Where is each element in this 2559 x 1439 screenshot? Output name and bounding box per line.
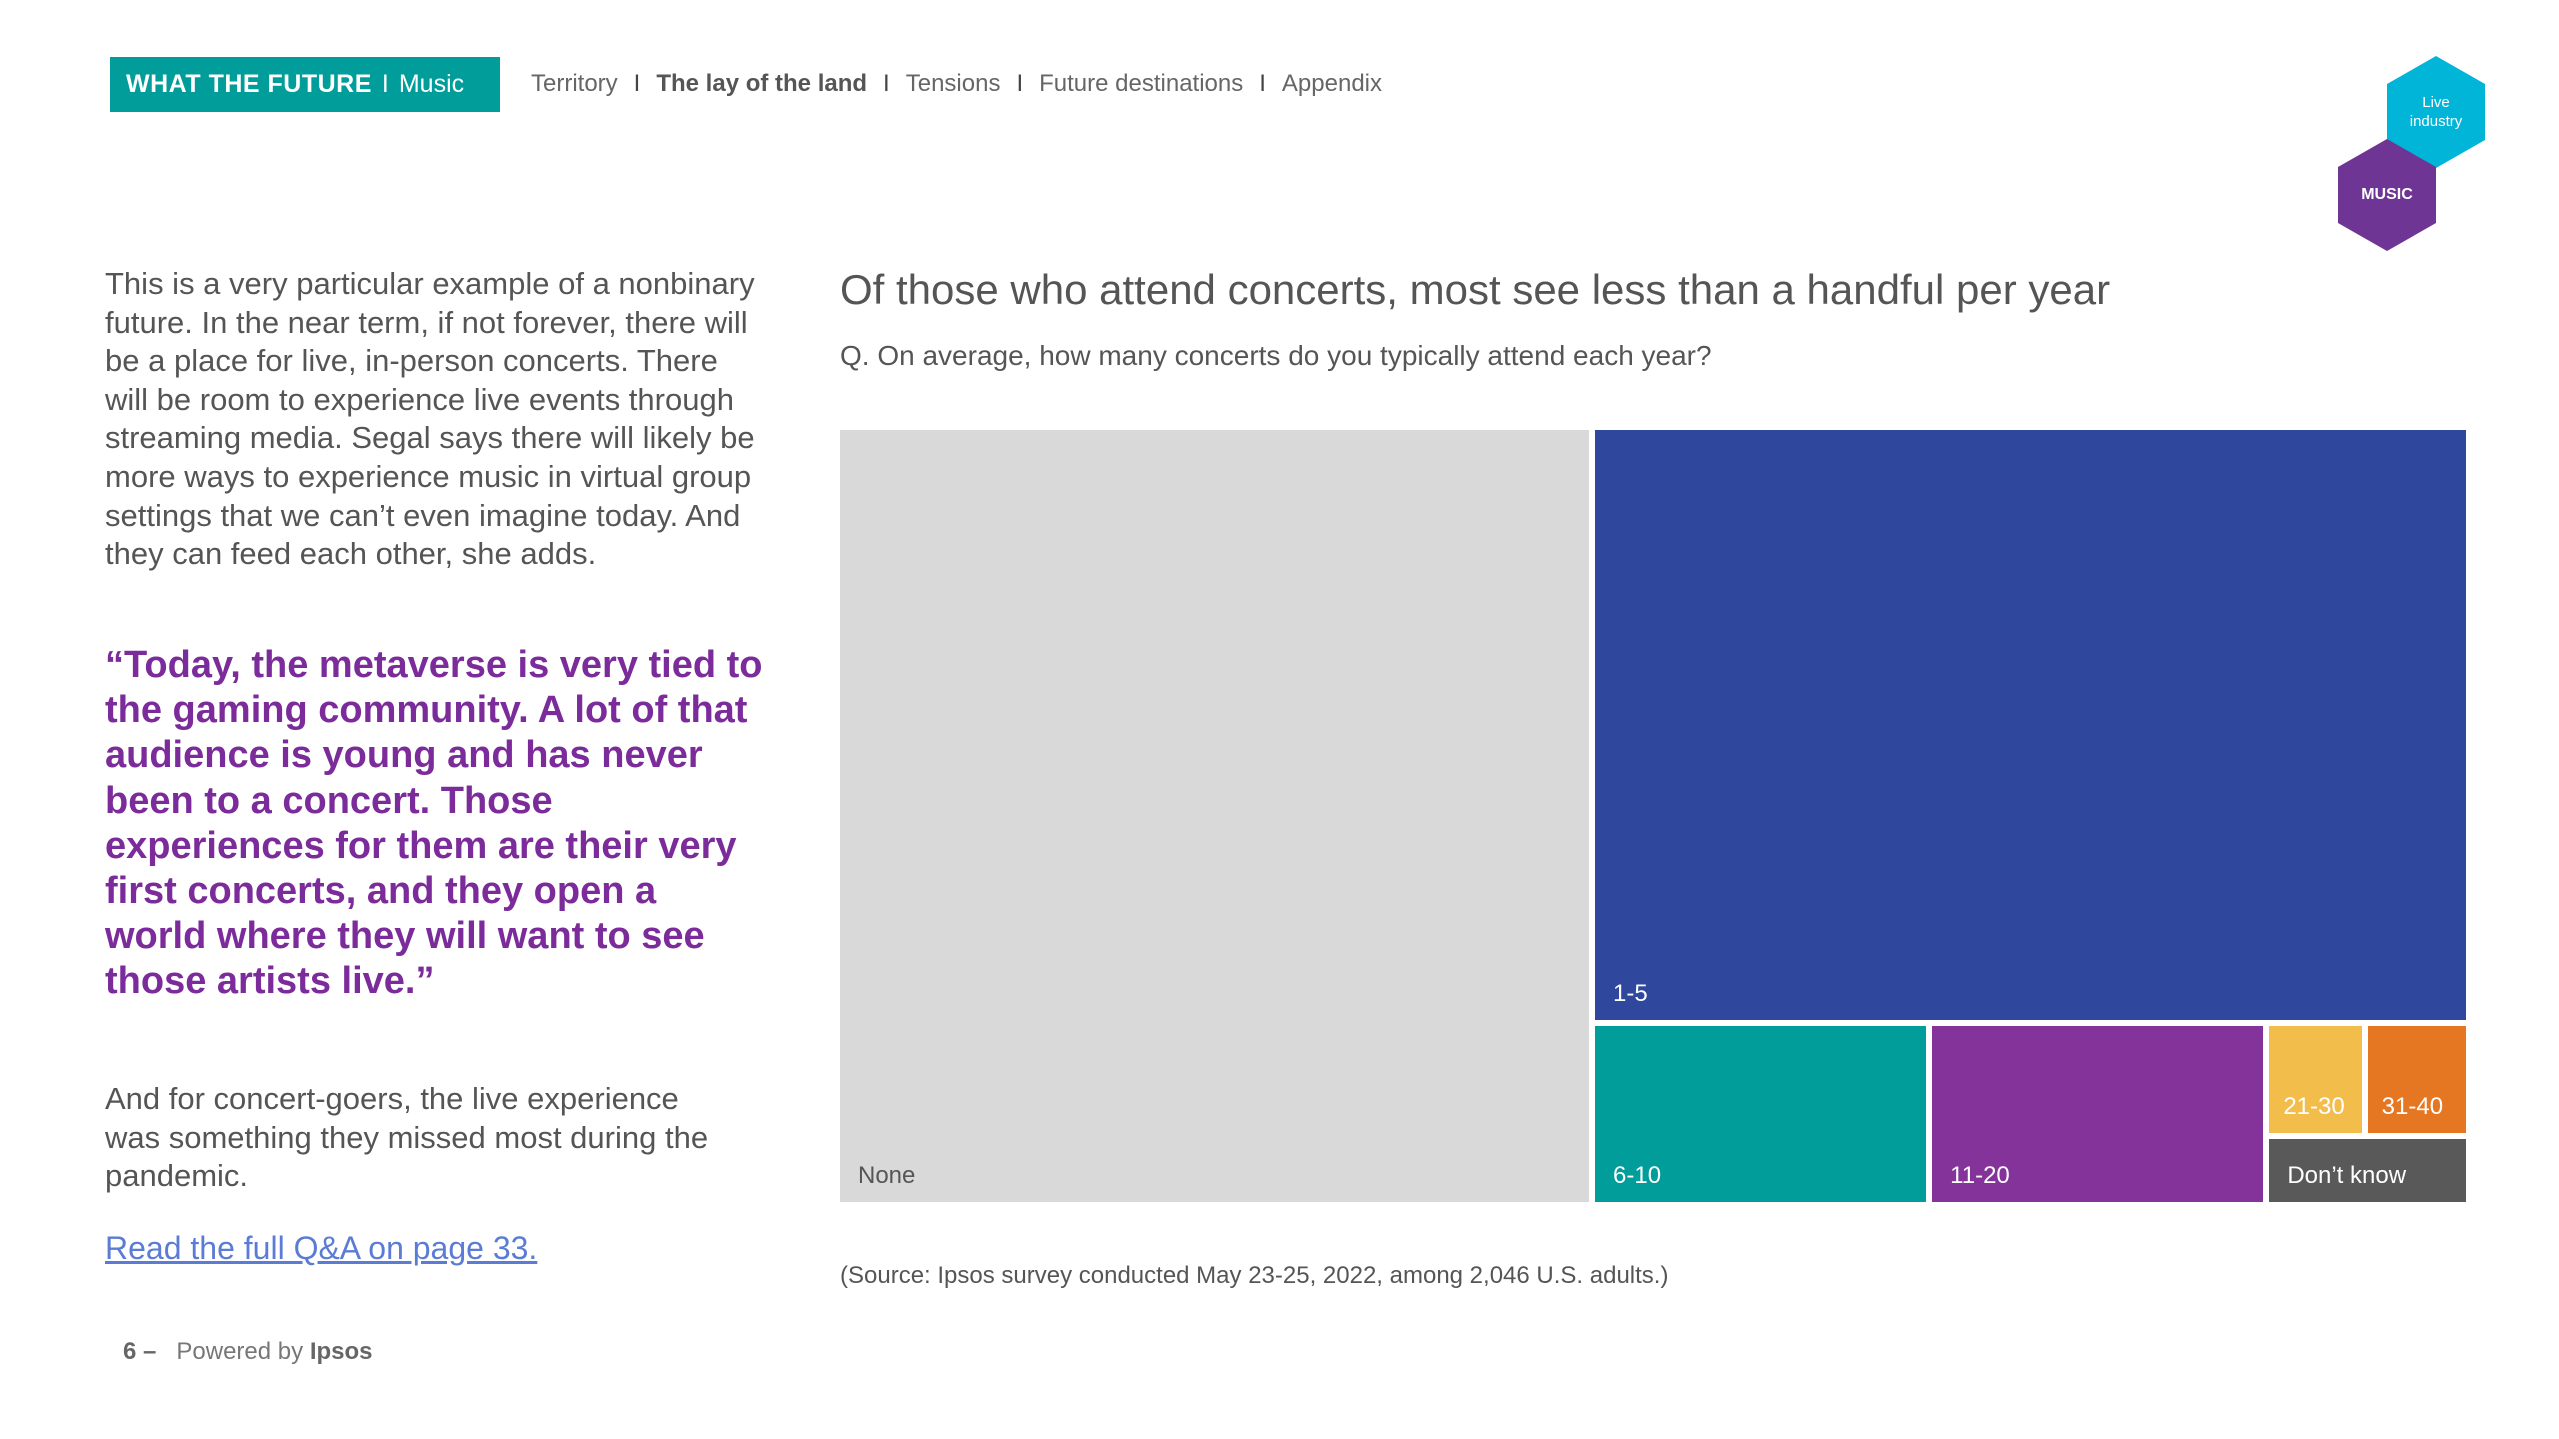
footer: 6 – Powered by Ipsos	[123, 1338, 373, 1366]
treemap-tile-label: Don’t know	[2287, 1161, 2407, 1189]
brand-subtitle: Music	[398, 70, 465, 98]
treemap-chart: None 1-5 6-10 11-20 21-30 31-40 Don’t know	[840, 430, 2466, 1202]
brand-title: WHAT THE FUTURE	[126, 70, 372, 98]
live-industry-label: Live industry	[2409, 94, 2463, 130]
treemap-tile-11-20: 11-20	[1932, 1026, 2264, 1202]
treemap-tile-1-5: 1-5	[1595, 430, 2466, 1020]
treemap-tile-label: 21-30	[2283, 1093, 2345, 1121]
nav-separator: I	[1259, 70, 1266, 97]
ipsos-brand: Ipsos	[309, 1338, 373, 1365]
nav-future-destinations[interactable]: Future destinations	[1039, 70, 1244, 97]
nav-lay-of-the-land[interactable]: The lay of the land	[656, 70, 868, 97]
read-full-qa-link[interactable]: Read the full Q&A on page 33.	[105, 1230, 538, 1266]
treemap-tile-6-10: 6-10	[1595, 1026, 1927, 1202]
nav-separator: I	[633, 70, 641, 97]
treemap-tile-31-40: 31-40	[2367, 1026, 2466, 1134]
treemap-tile-label: 11-20	[1950, 1162, 2010, 1189]
treemap-tile-21-30: 21-30	[2269, 1026, 2362, 1134]
chart-title: Of those who attend concerts, most see l…	[840, 266, 2111, 313]
powered-by-label: Powered by	[176, 1338, 304, 1365]
brand-separator: I	[381, 70, 389, 98]
nav-separator: I	[883, 70, 890, 97]
treemap-tile-don-t-know: Don’t know	[2269, 1139, 2466, 1202]
nav-territory[interactable]: Territory	[531, 70, 618, 97]
section-nav: Territory I The lay of the land I Tensio…	[531, 70, 1382, 98]
page-number: 6 –	[123, 1338, 157, 1365]
nav-tensions[interactable]: Tensions	[905, 70, 1001, 97]
pull-quote: “Today, the metaverse is very tied to th…	[105, 644, 763, 1003]
treemap-tile-none: None	[840, 430, 1589, 1202]
treemap-tile-label: 31-40	[2381, 1093, 2444, 1121]
brand-badge[interactable]: WHAT THE FUTURE I Music	[110, 57, 500, 112]
treemap-tile-label: 1-5	[1613, 980, 1648, 1007]
source-note: (Source: Ipsos survey conducted May 23-2…	[840, 1262, 1669, 1289]
intro-paragraph: This is a very particular example of a n…	[105, 266, 755, 572]
music-label: MUSIC	[2361, 186, 2413, 203]
treemap-tile-label: None	[858, 1162, 916, 1189]
nav-appendix[interactable]: Appendix	[1281, 70, 1382, 97]
nav-separator: I	[1016, 70, 1024, 97]
closing-paragraph: And for concert-goers, the live experien…	[105, 1081, 709, 1194]
treemap-tile-label: 6-10	[1613, 1162, 1662, 1189]
chart-question: Q. On average, how many concerts do you …	[840, 340, 1712, 371]
